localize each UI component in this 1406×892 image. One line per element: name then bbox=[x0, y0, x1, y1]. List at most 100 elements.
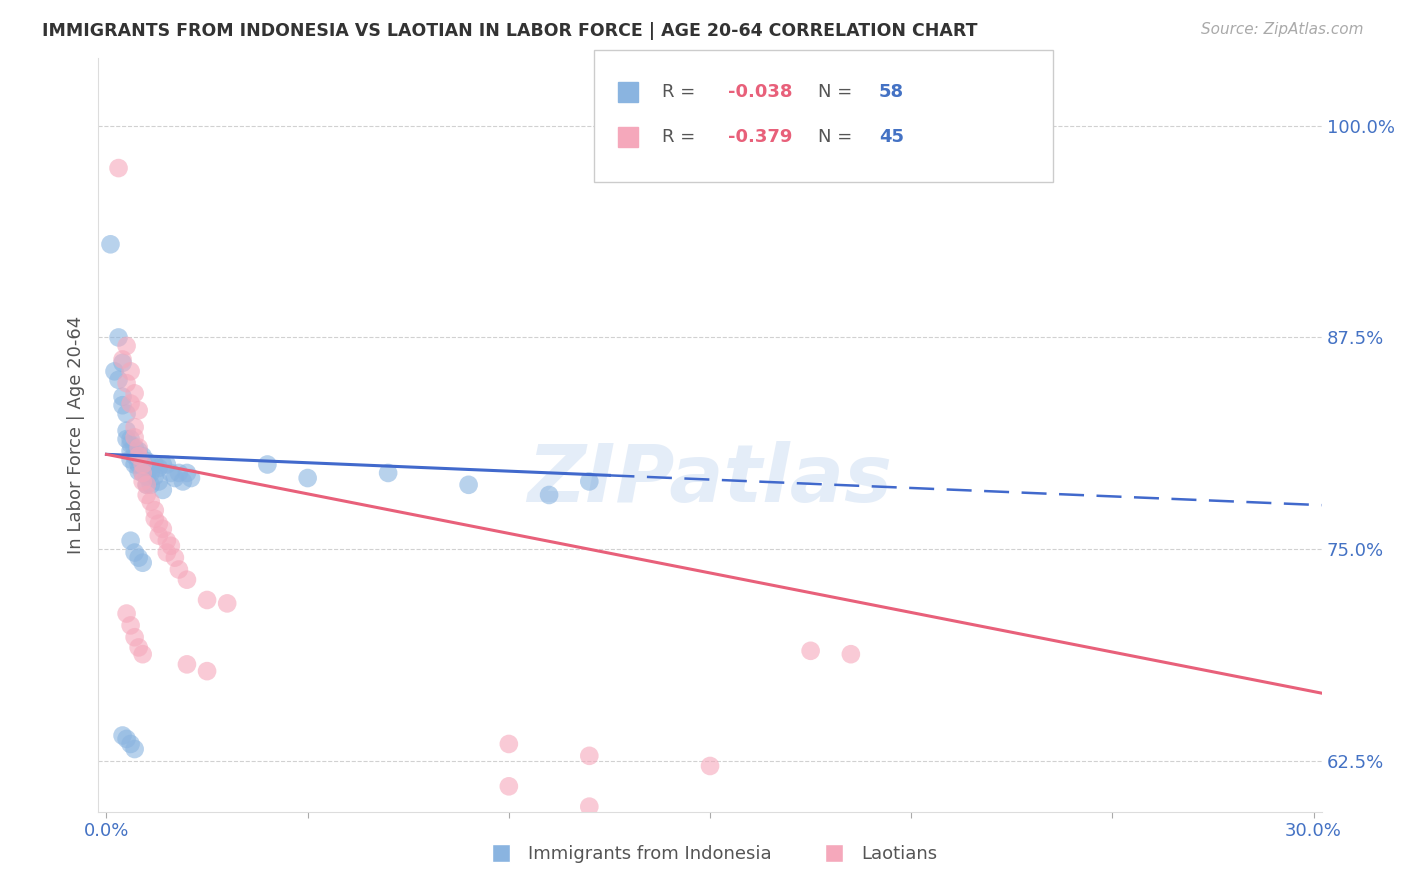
Point bbox=[131, 458, 153, 472]
Point bbox=[124, 630, 146, 644]
Point bbox=[124, 742, 146, 756]
Point bbox=[457, 478, 479, 492]
Point bbox=[135, 454, 157, 468]
Text: ZIPatlas: ZIPatlas bbox=[527, 441, 893, 519]
Point bbox=[111, 356, 134, 370]
Point bbox=[124, 441, 146, 455]
Point bbox=[139, 478, 162, 492]
Text: N =: N = bbox=[818, 128, 858, 146]
Point bbox=[135, 478, 157, 492]
Point bbox=[111, 398, 134, 412]
Point bbox=[120, 618, 142, 632]
Point bbox=[152, 458, 174, 472]
Point bbox=[148, 528, 170, 542]
Point bbox=[143, 469, 166, 483]
Point bbox=[498, 737, 520, 751]
Point bbox=[115, 376, 138, 391]
FancyBboxPatch shape bbox=[593, 51, 1053, 182]
Point bbox=[176, 573, 198, 587]
Point bbox=[498, 780, 520, 794]
Point bbox=[800, 644, 823, 658]
Point bbox=[128, 550, 150, 565]
Point bbox=[578, 748, 600, 763]
Point bbox=[195, 664, 218, 678]
Point bbox=[131, 475, 153, 489]
Point bbox=[152, 522, 174, 536]
Point bbox=[124, 430, 146, 444]
Text: Source: ZipAtlas.com: Source: ZipAtlas.com bbox=[1201, 22, 1364, 37]
Point bbox=[195, 593, 218, 607]
Point bbox=[128, 441, 150, 455]
Point bbox=[139, 466, 162, 480]
Point bbox=[120, 737, 142, 751]
Point bbox=[120, 364, 142, 378]
Point bbox=[160, 539, 183, 553]
Point bbox=[124, 458, 146, 472]
Point bbox=[148, 461, 170, 475]
Point bbox=[131, 556, 153, 570]
Point bbox=[107, 373, 129, 387]
Point bbox=[124, 449, 146, 463]
Point bbox=[578, 799, 600, 814]
Point bbox=[111, 729, 134, 743]
Point bbox=[139, 495, 162, 509]
Point bbox=[176, 466, 198, 480]
Point bbox=[120, 437, 142, 451]
Point bbox=[156, 545, 179, 559]
Point bbox=[176, 657, 198, 672]
Point bbox=[143, 458, 166, 472]
Point bbox=[128, 449, 150, 463]
Point bbox=[131, 449, 153, 463]
Text: N =: N = bbox=[818, 83, 858, 101]
Point bbox=[115, 607, 138, 621]
Point bbox=[135, 478, 157, 492]
Point bbox=[115, 731, 138, 746]
Point bbox=[103, 364, 125, 378]
Text: IMMIGRANTS FROM INDONESIA VS LAOTIAN IN LABOR FORCE | AGE 20-64 CORRELATION CHAR: IMMIGRANTS FROM INDONESIA VS LAOTIAN IN … bbox=[42, 22, 977, 40]
Point bbox=[120, 444, 142, 458]
Point bbox=[135, 488, 157, 502]
Point bbox=[135, 469, 157, 483]
Point bbox=[107, 161, 129, 175]
Point bbox=[297, 471, 319, 485]
Text: -0.379: -0.379 bbox=[728, 128, 793, 146]
Point bbox=[163, 550, 186, 565]
Point bbox=[256, 458, 278, 472]
Point bbox=[128, 640, 150, 655]
Point bbox=[131, 466, 153, 480]
Point bbox=[377, 466, 399, 480]
Point bbox=[128, 458, 150, 472]
Text: R =: R = bbox=[662, 83, 702, 101]
Point bbox=[160, 466, 183, 480]
Y-axis label: In Labor Force | Age 20-64: In Labor Force | Age 20-64 bbox=[66, 316, 84, 554]
Point bbox=[148, 475, 170, 489]
Legend: Immigrants from Indonesia, Laotians: Immigrants from Indonesia, Laotians bbox=[475, 838, 945, 871]
Point bbox=[180, 471, 202, 485]
Point bbox=[217, 596, 239, 610]
Point bbox=[115, 339, 138, 353]
Text: R =: R = bbox=[662, 128, 702, 146]
Point bbox=[128, 444, 150, 458]
Text: -0.038: -0.038 bbox=[728, 83, 793, 101]
Point bbox=[156, 533, 179, 548]
Point bbox=[152, 483, 174, 497]
Point bbox=[131, 458, 153, 472]
Point bbox=[120, 396, 142, 410]
Point bbox=[143, 511, 166, 525]
Point bbox=[163, 471, 186, 485]
Point bbox=[131, 647, 153, 661]
Point bbox=[578, 475, 600, 489]
Point bbox=[135, 461, 157, 475]
Point bbox=[139, 458, 162, 472]
Text: 45: 45 bbox=[879, 128, 904, 146]
Point bbox=[100, 237, 122, 252]
Point bbox=[115, 424, 138, 438]
Point bbox=[128, 403, 150, 417]
Point bbox=[131, 466, 153, 480]
Point bbox=[120, 452, 142, 467]
Point bbox=[156, 458, 179, 472]
Point bbox=[107, 330, 129, 344]
Point bbox=[124, 386, 146, 401]
Point bbox=[120, 533, 142, 548]
Point bbox=[172, 475, 194, 489]
